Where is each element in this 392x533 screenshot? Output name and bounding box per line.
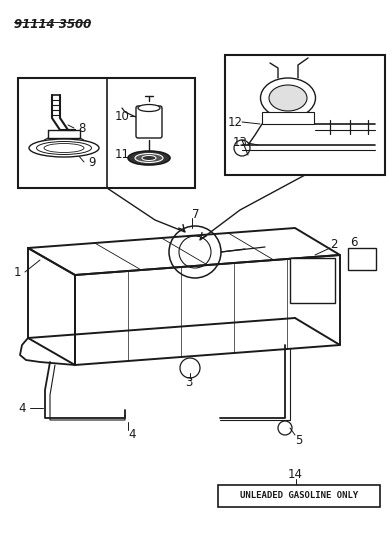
Text: 4: 4 xyxy=(18,401,25,415)
Text: 14: 14 xyxy=(288,469,303,481)
Text: 11: 11 xyxy=(115,149,130,161)
Bar xyxy=(290,258,335,303)
Text: 7: 7 xyxy=(192,207,200,221)
Bar xyxy=(218,485,380,507)
Ellipse shape xyxy=(261,78,316,118)
Bar xyxy=(18,78,195,188)
Text: 9: 9 xyxy=(88,156,96,168)
Text: 1: 1 xyxy=(14,265,22,279)
FancyBboxPatch shape xyxy=(136,106,162,138)
Ellipse shape xyxy=(135,154,163,163)
Text: 2: 2 xyxy=(330,238,338,251)
Ellipse shape xyxy=(29,139,99,157)
Text: 10: 10 xyxy=(115,109,130,123)
Ellipse shape xyxy=(142,156,156,160)
Ellipse shape xyxy=(269,85,307,111)
Text: 13: 13 xyxy=(233,136,248,149)
Text: UNLEADED GASOLINE ONLY: UNLEADED GASOLINE ONLY xyxy=(240,491,358,500)
Text: 12: 12 xyxy=(228,116,243,128)
Ellipse shape xyxy=(44,143,84,152)
Bar xyxy=(348,248,376,270)
Text: 4: 4 xyxy=(128,429,136,441)
Text: 6: 6 xyxy=(350,236,358,248)
Text: 8: 8 xyxy=(78,122,85,134)
Text: 3: 3 xyxy=(185,376,192,389)
Ellipse shape xyxy=(36,141,91,155)
Ellipse shape xyxy=(138,104,160,111)
Text: 91114 3500: 91114 3500 xyxy=(14,18,91,31)
Bar xyxy=(262,112,314,124)
Ellipse shape xyxy=(128,151,170,165)
Bar xyxy=(225,55,385,175)
Text: 5: 5 xyxy=(295,433,302,447)
